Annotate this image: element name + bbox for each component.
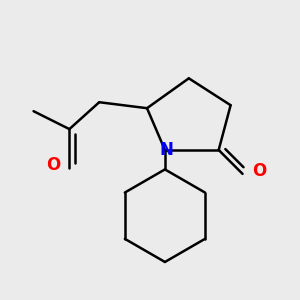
Text: O: O: [252, 162, 266, 180]
Text: N: N: [160, 141, 173, 159]
Text: O: O: [46, 156, 60, 174]
